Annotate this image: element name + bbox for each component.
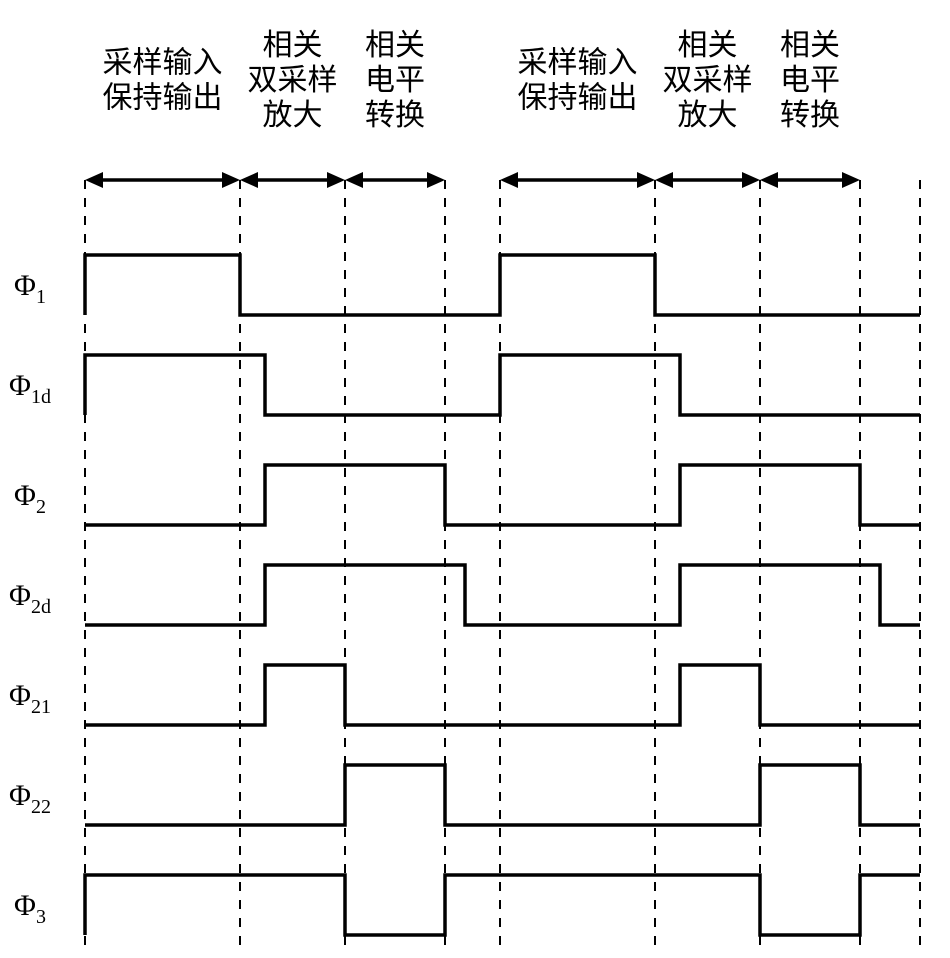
signal-21: Φ21 [9, 665, 920, 725]
signal-label: Φ1d [9, 369, 51, 408]
signal-waveform [85, 765, 920, 825]
signal-2: Φ2 [14, 465, 920, 525]
timing-diagram: 采样输入保持输出相关双采样放大相关电平转换采样输入保持输出相关双采样放大相关电平… [0, 0, 950, 958]
phase-header-text: 相关 [263, 29, 323, 62]
phase-header-text: 转换 [780, 99, 840, 132]
signal-waveform [85, 565, 920, 625]
signal-label: Φ21 [9, 679, 51, 718]
phase-arrow-head-right [842, 172, 860, 188]
phase-header-text: 相关 [365, 29, 425, 62]
phase-arrow-head-left [240, 172, 258, 188]
phase-header-text: 相关 [678, 29, 738, 62]
phase-arrow-head-right [427, 172, 445, 188]
signal-waveform [85, 465, 920, 525]
phase-arrow-head-left [760, 172, 778, 188]
phase-header-text: 电平 [365, 64, 425, 97]
signal-label: Φ3 [14, 889, 46, 928]
signal-2d: Φ2d [9, 565, 920, 625]
phase-arrow-head-right [327, 172, 345, 188]
phase-header-text: 双采样 [248, 64, 338, 97]
signal-3: Φ3 [14, 875, 920, 935]
phase-arrow-head-right [742, 172, 760, 188]
phase-arrow-head-left [500, 172, 518, 188]
signal-label: Φ1 [14, 269, 46, 308]
signal-label: Φ2d [9, 579, 51, 618]
phase-header-text: 采样输入 [103, 47, 223, 80]
signal-1: Φ1 [14, 255, 920, 315]
phase-header-text: 保持输出 [103, 82, 223, 115]
phase-arrow-head-right [222, 172, 240, 188]
phase-arrow-head-left [85, 172, 103, 188]
phase-headers: 采样输入保持输出相关双采样放大相关电平转换采样输入保持输出相关双采样放大相关电平… [85, 29, 860, 188]
phase-arrow-head-left [345, 172, 363, 188]
signal-1d: Φ1d [9, 355, 920, 415]
signal-label: Φ2 [14, 479, 46, 518]
phase-header-text: 电平 [780, 64, 840, 97]
signal-waveform [85, 355, 920, 415]
waveforms: Φ1 Φ1d Φ2 Φ2d Φ21 Φ22 Φ3 [9, 255, 920, 935]
phase-arrow-head-right [637, 172, 655, 188]
phase-header-text: 双采样 [663, 64, 753, 97]
phase-header-text: 放大 [263, 99, 323, 132]
phase-header-text: 转换 [365, 99, 425, 132]
signal-waveform [85, 875, 920, 935]
phase-header-text: 保持输出 [518, 82, 638, 115]
signal-label: Φ22 [9, 779, 51, 818]
phase-header-text: 放大 [678, 99, 738, 132]
phase-header-text: 相关 [780, 29, 840, 62]
phase-arrow-head-left [655, 172, 673, 188]
signal-waveform [85, 665, 920, 725]
signal-waveform [85, 255, 920, 315]
signal-22: Φ22 [9, 765, 920, 825]
phase-header-text: 采样输入 [518, 47, 638, 80]
